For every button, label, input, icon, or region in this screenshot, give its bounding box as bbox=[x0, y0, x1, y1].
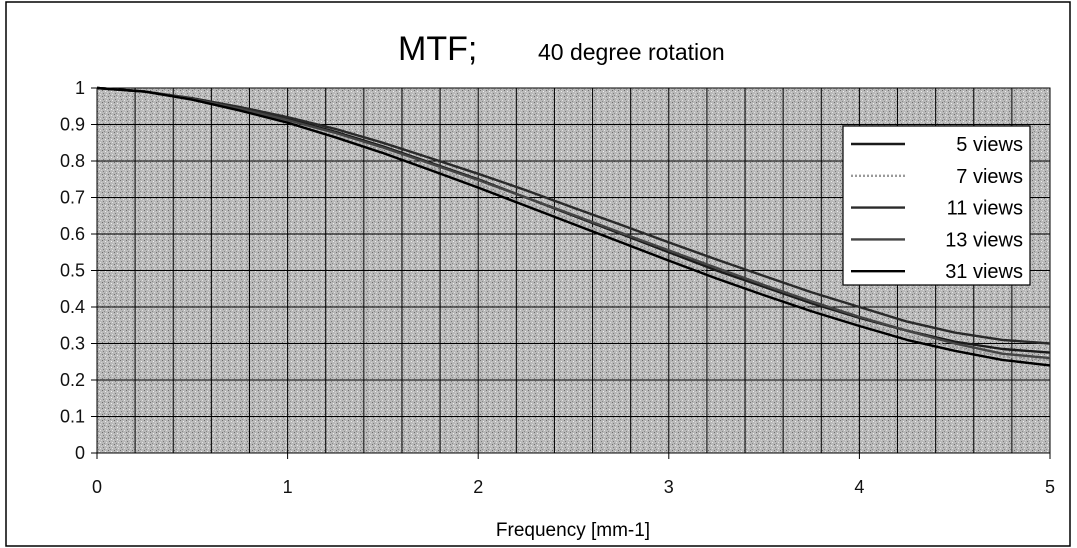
y-tick-label: 0.9 bbox=[60, 115, 85, 135]
legend-box bbox=[842, 125, 1031, 286]
y-tick-label: 1 bbox=[75, 78, 85, 98]
legend-label: 7 views bbox=[956, 166, 1023, 188]
x-axis-ticks: 0 1 2 3 4 5 bbox=[92, 453, 1055, 497]
legend-label: 13 views bbox=[945, 229, 1023, 251]
chart-title: MTF; bbox=[398, 30, 477, 68]
y-tick-label: 0.7 bbox=[60, 188, 85, 208]
legend-label: 5 views bbox=[956, 134, 1023, 156]
y-tick-label: 0 bbox=[75, 443, 85, 463]
x-tick-label: 3 bbox=[664, 477, 674, 497]
y-tick-label: 0.5 bbox=[60, 261, 85, 281]
legend: 5 views 7 views 11 views 13 views 31 views bbox=[842, 125, 1031, 286]
y-tick-label: 0.4 bbox=[60, 297, 85, 317]
x-axis-label: Frequency [mm-1] bbox=[496, 520, 650, 541]
x-tick-label: 0 bbox=[92, 477, 102, 497]
x-tick-label: 4 bbox=[854, 477, 864, 497]
y-tick-label: 0.6 bbox=[60, 224, 85, 244]
y-tick-label: 0.1 bbox=[60, 407, 85, 427]
series-line-5 bbox=[96, 86, 1051, 367]
legend-label: 31 views bbox=[945, 261, 1023, 283]
legend-label: 11 views bbox=[947, 198, 1023, 220]
series-lines bbox=[96, 86, 1051, 367]
grid bbox=[96, 87, 1051, 454]
y-tick-label: 0.8 bbox=[60, 151, 85, 171]
y-axis-ticks: 0 0.1 0.2 0.3 0.4 0.5 0.6 0.7 0.8 0.9 1 bbox=[60, 78, 97, 463]
y-tick-label: 0.3 bbox=[60, 334, 85, 354]
series-line-3 bbox=[96, 86, 1051, 345]
chart-subtitle: 40 degree rotation bbox=[538, 39, 725, 65]
x-tick-label: 1 bbox=[283, 477, 293, 497]
x-tick-label: 5 bbox=[1045, 477, 1055, 497]
x-tick-label: 2 bbox=[473, 477, 483, 497]
series-line-4 bbox=[96, 86, 1051, 360]
y-tick-label: 0.2 bbox=[60, 370, 85, 390]
